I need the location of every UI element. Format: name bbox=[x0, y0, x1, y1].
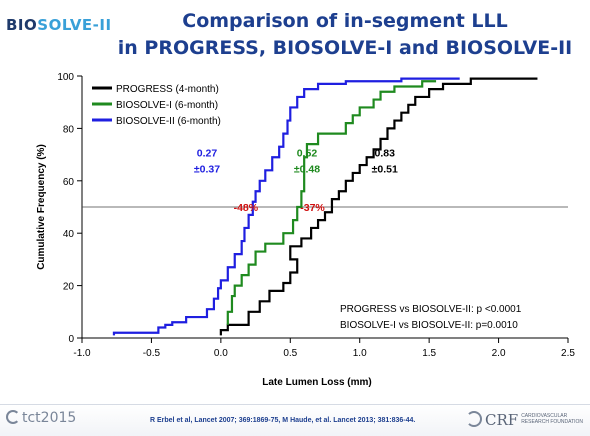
crf-subtitle: CARDIOVASCULAR RESEARCH FOUNDATION bbox=[521, 413, 583, 425]
annotation-reduction-4: -48% bbox=[234, 202, 259, 214]
annotation-mean-2: 0.52 bbox=[297, 147, 318, 159]
series-line-3 bbox=[112, 77, 460, 336]
stats-line-2: BIOSOLVE-I vs BIOSOLVE-II: p=0.0010 bbox=[340, 320, 518, 331]
references: R Erbel et al, Lancet 2007; 369:1869-75,… bbox=[150, 417, 416, 424]
title-line1: Comparison of in-segment LLL bbox=[182, 10, 508, 32]
x-tick-label: 1.5 bbox=[422, 348, 436, 359]
y-tick-label: 40 bbox=[63, 229, 75, 240]
footer-bar: tct2015 R Erbel et al, Lancet 2007; 369:… bbox=[0, 404, 590, 436]
tct-swirl-icon bbox=[6, 410, 20, 424]
legend-entry-3: BIOSOLVE-II (6-month) bbox=[116, 116, 221, 127]
x-tick-label: 1.0 bbox=[353, 348, 367, 359]
title-line2: in PROGRESS, BIOSOLVE-I and BIOSOLVE-II bbox=[117, 37, 573, 59]
legend-entry-2: BIOSOLVE-I (6-month) bbox=[116, 100, 218, 111]
cumulative-frequency-chart: -1.0 -0.5 0.0 0.5 1.0 1.5 2.0 2.5 0 20 40 60 80 100 La… bbox=[36, 72, 575, 388]
x-tick-label: -1.0 bbox=[73, 348, 91, 359]
y-tick-label: 0 bbox=[68, 334, 74, 345]
x-tick-label: 0.5 bbox=[283, 348, 297, 359]
crf-logo: CRF CARDIOVASCULAR RESEARCH FOUNDATION bbox=[466, 411, 583, 429]
y-tick-label: 20 bbox=[63, 282, 75, 293]
crf-swirl-icon bbox=[466, 411, 482, 427]
annotation-sd-1: ±0.37 bbox=[194, 163, 220, 175]
annotation-sd-3: ±0.51 bbox=[372, 163, 398, 175]
tct-logo: tct2015 bbox=[6, 410, 76, 426]
y-axis-label: Cumulative Frequency (%) bbox=[36, 144, 47, 270]
stats-line-1: PROGRESS vs BIOSOLVE-II: p <0.0001 bbox=[340, 304, 522, 315]
logo-part2: SOLVE-II bbox=[37, 16, 112, 34]
biosolve-logo: BIOSOLVE-II bbox=[6, 16, 112, 34]
slide-title: Comparison of in-segment LLL in PROGRESS… bbox=[110, 8, 580, 62]
tct-label: tct2015 bbox=[22, 410, 77, 426]
crf-sub1: CARDIOVASCULAR bbox=[521, 413, 568, 419]
y-tick-label: 100 bbox=[57, 72, 74, 83]
annotation-sd-2: ±0.48 bbox=[294, 163, 320, 175]
x-tick-label: 2.5 bbox=[561, 348, 575, 359]
x-tick-label: 2.0 bbox=[492, 348, 506, 359]
crf-sub2: RESEARCH FOUNDATION bbox=[521, 419, 584, 425]
y-tick-label: 80 bbox=[63, 124, 75, 135]
annotation-mean-3: 0.83 bbox=[374, 147, 395, 159]
series-line-1 bbox=[219, 77, 538, 336]
annotation-mean-1: 0.27 bbox=[197, 147, 218, 159]
logo-part1: BIO bbox=[6, 16, 38, 34]
crf-label: CRF bbox=[485, 411, 519, 429]
legend-entry-1: PROGRESS (4-month) bbox=[116, 84, 219, 95]
x-tick-label: 0.0 bbox=[214, 348, 228, 359]
annotation-reduction-5: -37% bbox=[300, 202, 325, 214]
series-line-2 bbox=[226, 80, 437, 325]
y-tick-label: 60 bbox=[63, 177, 75, 188]
x-axis-label: Late Lumen Loss (mm) bbox=[262, 377, 371, 388]
x-tick-label: -0.5 bbox=[143, 348, 161, 359]
